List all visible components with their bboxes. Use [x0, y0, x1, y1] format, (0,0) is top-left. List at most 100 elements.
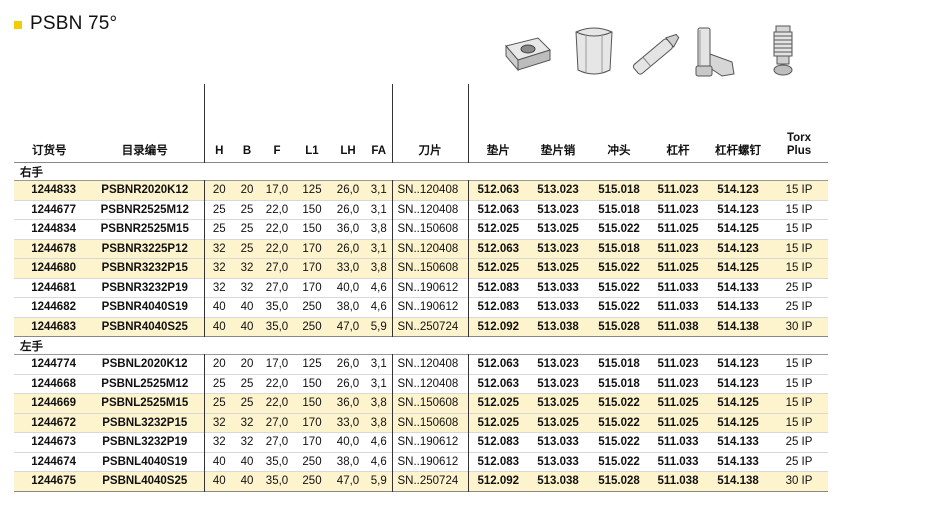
cell-fa: 3,1: [370, 184, 387, 197]
cell-order-no: 1244682: [31, 301, 76, 314]
cell-torx: 15 IP: [785, 377, 813, 390]
cell-catalog-no: PSBNL4040S25: [102, 475, 188, 488]
cell-lever-screw: 514.138: [717, 475, 759, 488]
cell-b: 25: [240, 242, 254, 255]
cell-h: 40: [203, 471, 234, 491]
cell-l1: 125: [302, 358, 322, 371]
cell-lever: 511.033: [657, 301, 699, 314]
cell-fa: 3,8: [370, 397, 387, 410]
cell-shim: 512.025: [467, 258, 528, 278]
shim-pin-icon: [575, 27, 613, 75]
table-row: 1244674 PSBNL4040S19 40 40 35,0 250 38,0 4,6 SN.…: [14, 452, 828, 472]
cell-shim: 512.063: [467, 239, 528, 259]
col-torx-plus: Torx Plus: [770, 84, 828, 163]
cell-lever-screw: 514.125: [717, 416, 759, 429]
table-row: 1244833 PSBNR2020K12 20 20 17,0 125 26,0 3,1 SN.…: [14, 180, 828, 200]
cell-h: 32: [203, 413, 234, 433]
col-h: H: [203, 84, 234, 163]
cell-lh: 26,0: [336, 377, 360, 390]
cell-shim-pin: 513.025: [537, 262, 579, 275]
cell-b: 25: [240, 223, 254, 236]
cell-lh: 26,0: [336, 242, 360, 255]
cell-h: 25: [203, 200, 234, 220]
col-lh: LH: [340, 145, 356, 157]
cell-l1: 170: [302, 262, 322, 275]
cell-h: 25: [203, 393, 234, 413]
punch-icon: [632, 33, 680, 75]
cell-lever-screw: 514.125: [717, 262, 759, 275]
component-illustrations: [494, 20, 864, 84]
cell-l1: 150: [302, 397, 322, 410]
cell-catalog-no: PSBNR4040S19: [101, 301, 188, 314]
cell-fa: 4,6: [370, 281, 387, 294]
cell-lever-screw: 514.133: [717, 436, 759, 449]
cell-torx: 25 IP: [785, 436, 813, 449]
cell-lh: 33,0: [336, 262, 360, 275]
cell-shim-pin: 513.025: [537, 397, 579, 410]
cell-punch: 515.018: [598, 184, 640, 197]
cell-catalog-no: PSBNL2525M12: [101, 377, 189, 390]
cell-shim: 512.083: [467, 432, 528, 452]
cell-punch: 515.028: [598, 320, 640, 333]
cell-lever: 511.025: [657, 397, 699, 410]
cell-punch: 515.028: [598, 475, 640, 488]
table-row: 1244668 PSBNL2525M12 25 25 22,0 150 26,0 3,1 SN.…: [14, 374, 828, 394]
cell-punch: 515.022: [598, 397, 640, 410]
col-shim: 垫片: [467, 84, 528, 163]
cell-lever-screw: 514.123: [717, 203, 759, 216]
table-row: 1244672 PSBNL3232P15 32 32 27,0 170 33,0 3,8 SN.…: [14, 413, 828, 433]
cell-punch: 515.018: [598, 203, 640, 216]
cell-l1: 170: [302, 436, 322, 449]
col-shim-pin: 垫片销: [540, 145, 576, 157]
cell-fa: 3,1: [370, 203, 387, 216]
cell-punch: 515.022: [598, 436, 640, 449]
cell-order-no: 1244678: [31, 242, 76, 255]
cell-l1: 250: [302, 455, 322, 468]
cell-shim-pin: 513.023: [537, 358, 579, 371]
cell-order-no: 1244774: [31, 358, 76, 371]
cell-l1: 170: [302, 242, 322, 255]
cell-order-no: 1244681: [31, 281, 76, 294]
cell-fa: 3,8: [370, 416, 387, 429]
cell-fa: 5,9: [370, 320, 387, 333]
cell-shim: 512.092: [467, 317, 528, 337]
cell-f: 35,0: [265, 455, 289, 468]
cell-h: 25: [203, 219, 234, 239]
cell-shim-pin: 513.023: [537, 203, 579, 216]
cell-lh: 40,0: [336, 436, 360, 449]
table-row: 1244774 PSBNL2020K12 20 20 17,0 125 26,0 3,1 SN.…: [14, 354, 828, 374]
cell-l1: 150: [302, 223, 322, 236]
cell-shim-pin: 513.025: [537, 416, 579, 429]
col-fa: FA: [371, 145, 387, 157]
cell-insert: SN..250724: [391, 471, 468, 491]
cell-shim-pin: 513.033: [537, 455, 579, 468]
cell-f: 35,0: [265, 475, 289, 488]
cell-fa: 4,6: [370, 301, 387, 314]
cell-torx: 15 IP: [785, 184, 813, 197]
cell-catalog-no: PSBNR3232P15: [101, 262, 188, 275]
cell-insert: SN..120408: [391, 200, 468, 220]
cell-h: 25: [203, 374, 234, 394]
cell-torx: 30 IP: [785, 320, 813, 333]
col-insert: 刀片: [391, 84, 468, 163]
cell-shim-pin: 513.033: [537, 301, 579, 314]
cell-lever-screw: 514.123: [717, 184, 759, 197]
cell-lever: 511.025: [657, 223, 699, 236]
cell-torx: 15 IP: [785, 223, 813, 236]
col-catalog-no: 目录编号: [121, 145, 168, 157]
cell-catalog-no: PSBNR4040S25: [101, 320, 188, 333]
col-lever: 杠杆: [666, 145, 690, 157]
cell-insert: SN..190612: [391, 452, 468, 472]
cell-f: 22,0: [265, 242, 289, 255]
cell-b: 32: [240, 281, 254, 294]
cell-lh: 26,0: [336, 358, 360, 371]
cell-l1: 170: [302, 281, 322, 294]
cell-lh: 40,0: [336, 281, 360, 294]
cell-b: 40: [240, 475, 254, 488]
cell-lever-screw: 514.123: [717, 358, 759, 371]
cell-h: 20: [203, 354, 234, 374]
cell-torx: 15 IP: [785, 262, 813, 275]
cell-punch: 515.022: [598, 223, 640, 236]
cell-insert: SN..120408: [391, 374, 468, 394]
cell-lh: 36,0: [336, 223, 360, 236]
